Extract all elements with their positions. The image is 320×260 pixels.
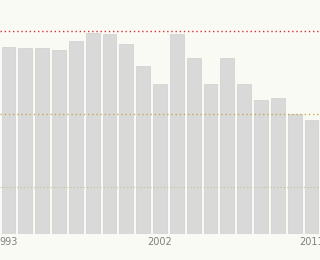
Bar xyxy=(153,84,167,234)
Bar xyxy=(136,66,150,234)
Bar xyxy=(237,84,251,234)
Bar xyxy=(119,44,133,234)
Bar xyxy=(254,100,268,234)
Bar xyxy=(18,48,32,234)
Bar xyxy=(271,98,285,234)
Bar xyxy=(187,58,201,234)
Bar xyxy=(305,120,318,234)
Bar xyxy=(52,50,66,234)
Bar xyxy=(170,34,184,234)
Bar xyxy=(220,58,234,234)
Bar xyxy=(2,47,15,234)
Bar xyxy=(35,48,49,234)
Bar xyxy=(86,33,100,234)
Bar xyxy=(103,34,116,234)
Bar xyxy=(288,114,302,234)
Bar xyxy=(69,41,83,234)
Bar xyxy=(204,84,217,234)
